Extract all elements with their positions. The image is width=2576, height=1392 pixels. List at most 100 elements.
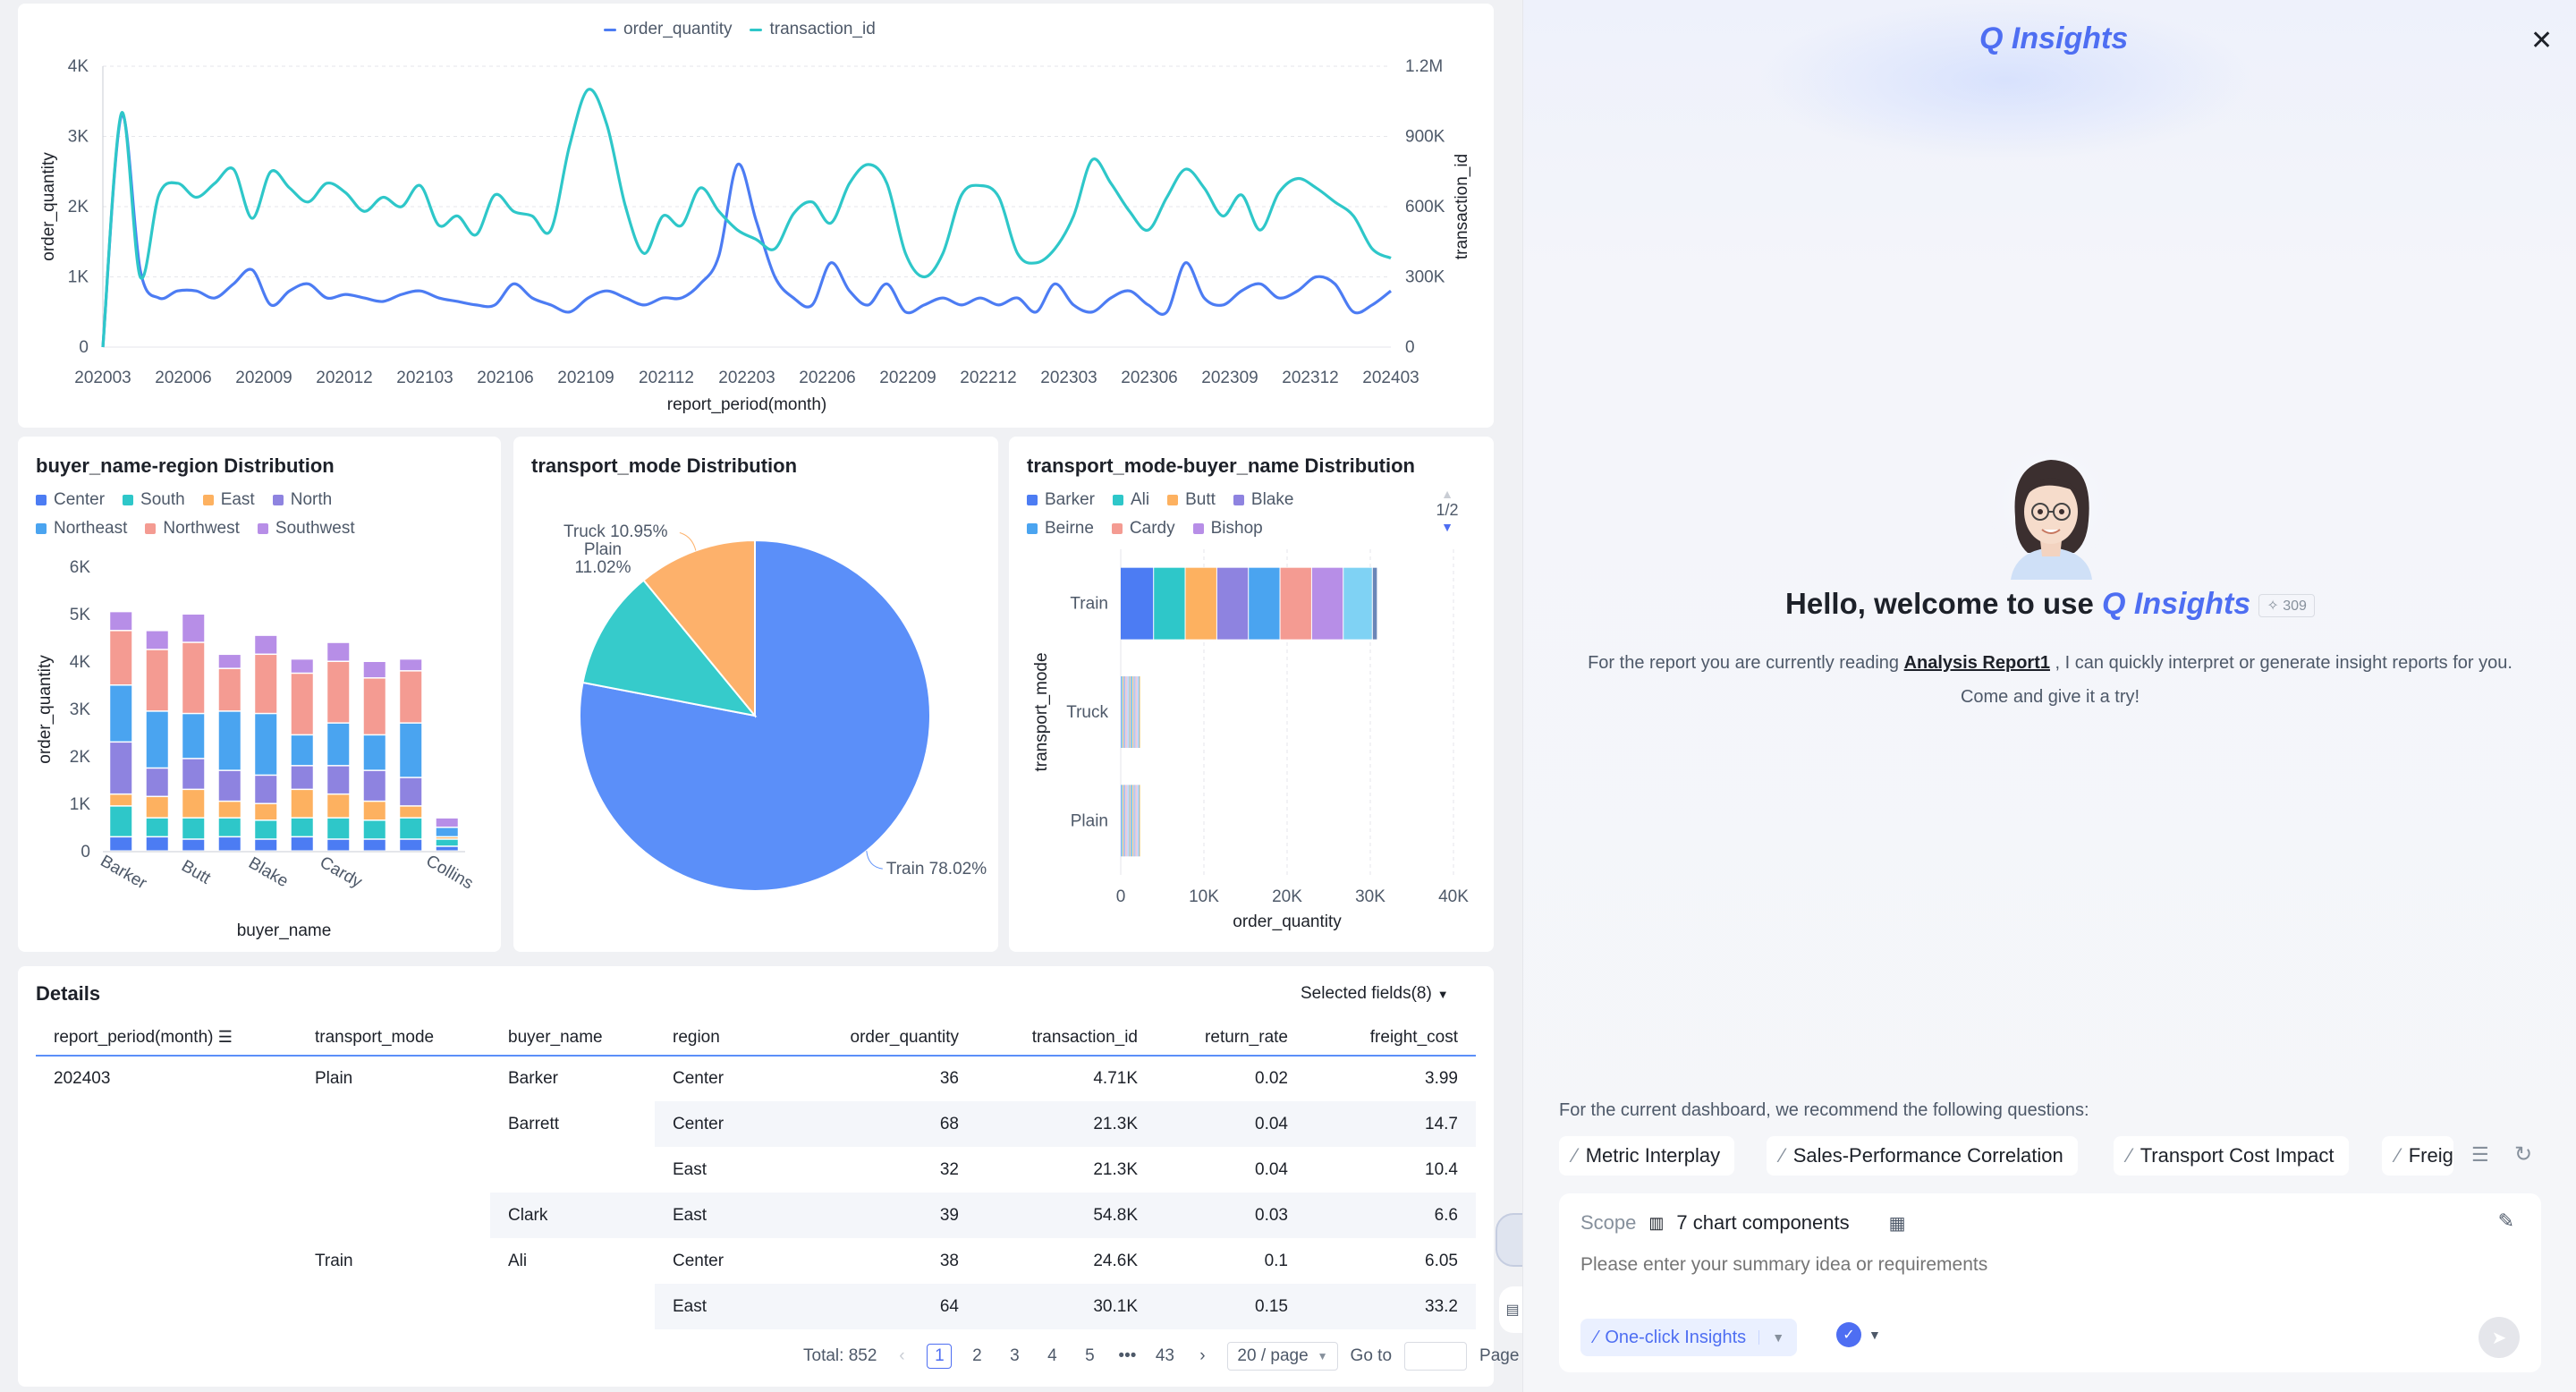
bar-segment (110, 837, 132, 851)
list-icon[interactable]: ☰ (2471, 1143, 2489, 1166)
legend-item[interactable]: Center (36, 490, 105, 510)
column-header[interactable]: order_quantity (798, 1020, 977, 1057)
page-ellipsis[interactable]: ••• (1118, 1346, 1137, 1365)
sort-icon[interactable]: ☰ (217, 1027, 233, 1046)
bar-segment (182, 839, 205, 851)
bar-segment (291, 790, 313, 818)
report-link[interactable]: Analysis Report1 (1903, 653, 2050, 673)
bar-segment (1134, 785, 1136, 857)
table-row[interactable]: East 64 30.1K 0.15 33.2 (36, 1284, 1476, 1329)
column-header[interactable]: transaction_id (977, 1020, 1156, 1057)
legend-item-order-quantity[interactable]: order_quantity (604, 20, 732, 39)
legend-item[interactable]: North (272, 490, 333, 510)
legend-item[interactable]: South (123, 490, 185, 510)
bar-segment (1343, 567, 1372, 640)
welcome-brand: Q Insights (2101, 587, 2251, 621)
bar-segment (1125, 676, 1127, 748)
page-button[interactable]: 1 (927, 1344, 953, 1369)
legend-item[interactable]: Blake (1233, 490, 1293, 510)
refresh-icon[interactable]: ↻ (2514, 1142, 2533, 1167)
bar-segment (363, 820, 386, 839)
legend-item[interactable]: Northeast (36, 519, 127, 539)
column-header[interactable]: transport_mode (297, 1020, 490, 1057)
bar-segment (146, 768, 168, 796)
table-row[interactable]: Train Ali Center 38 24.6K 0.1 6.05 (315, 1251, 1458, 1270)
send-button[interactable]: ➤ (2479, 1317, 2520, 1358)
page-button[interactable]: 2 (972, 1346, 982, 1365)
bar-segment (400, 806, 422, 818)
table-row[interactable]: 202403 Plain Barker Center 36 4.71K 0.02 3.99 (54, 1069, 1458, 1088)
column-header[interactable]: report_period(month) ☰ (36, 1020, 297, 1057)
scope-row[interactable]: Scope ▥ 7 chart components ▦ (1580, 1211, 1906, 1235)
bar-segment (1131, 676, 1132, 748)
chevron-down-icon[interactable]: ▼ (1758, 1330, 1797, 1345)
hbar-chart-title: transport_mode-buyer_name Distribution (1027, 454, 1415, 477)
sparkle-icon: ⁄ (1595, 1327, 1598, 1347)
legend-item-transaction-id[interactable]: transaction_id (750, 20, 876, 39)
page-button[interactable]: 3 (1010, 1346, 1020, 1365)
suggestion-chip-metric-interplay[interactable]: ⁄ Metric Interplay (1559, 1136, 1735, 1176)
legend-swatch (145, 523, 157, 534)
prev-page-icon[interactable]: ‹ (899, 1346, 905, 1365)
bar-segment (436, 846, 458, 851)
legend-next-icon[interactable]: ▼ (1441, 520, 1453, 534)
bar-segment (291, 735, 313, 766)
goto-page-input[interactable] (1404, 1342, 1468, 1371)
bar-segment (218, 837, 241, 851)
bar-segment (1128, 676, 1130, 748)
legend-item[interactable]: Southwest (257, 519, 355, 539)
next-page-icon[interactable]: › (1199, 1346, 1206, 1365)
page-button[interactable]: 43 (1155, 1346, 1174, 1365)
bar-segment (1121, 567, 1154, 640)
page-size-select[interactable]: 20 / page ▼ (1227, 1342, 1338, 1371)
legend-item[interactable]: Cardy (1111, 519, 1175, 539)
y-tick-label: 0 (80, 843, 90, 862)
bar-segment (182, 759, 205, 789)
page-button[interactable]: 4 (1047, 1346, 1057, 1365)
column-header[interactable]: freight_cost (1306, 1020, 1476, 1057)
table-row[interactable]: Clark East 39 54.8K 0.03 6.6 (36, 1193, 1476, 1238)
close-icon[interactable]: ✕ (2530, 26, 2554, 55)
x-tick-label: 202212 (960, 369, 1016, 387)
column-header[interactable]: buyer_name (490, 1020, 655, 1057)
bar-segment (400, 659, 422, 671)
bar-segment (1123, 676, 1124, 748)
one-click-insights-button[interactable]: ⁄ One-click Insights ▼ (1580, 1319, 1798, 1356)
table-row[interactable]: East 32 21.3K 0.04 10.4 (673, 1159, 1458, 1179)
legend-item[interactable]: Butt (1167, 490, 1216, 510)
legend-label: Center (54, 490, 106, 509)
table-icon[interactable]: ▦ (1888, 1213, 1906, 1234)
legend-label: North (290, 490, 333, 509)
column-header[interactable]: region (655, 1020, 798, 1057)
x-tick-label: 202312 (1282, 369, 1338, 387)
legend-item[interactable]: Northwest (145, 519, 240, 539)
legend-item[interactable]: Beirne (1027, 519, 1094, 539)
table-row[interactable]: Barrett Center 68 21.3K 0.04 14.7 (36, 1101, 1476, 1147)
bar-segment (1131, 785, 1132, 857)
column-header[interactable]: return_rate (1156, 1020, 1306, 1057)
selected-fields-dropdown[interactable]: Selected fields(8) ▼ (1301, 984, 1449, 1004)
y-tick-label: 1K (70, 795, 91, 814)
expand-panel-icon[interactable]: ▤ (1499, 1286, 1526, 1333)
legend-pager[interactable]: ▲ 1/2 ▼ (1429, 487, 1465, 534)
legend-item[interactable]: Ali (1112, 490, 1149, 510)
x-tick-label: 202109 (557, 369, 614, 387)
clear-edit-icon[interactable]: ✎ (2497, 1210, 2514, 1232)
suggestion-chip-transport-cost[interactable]: ⁄ Transport Cost Impact (2114, 1136, 2349, 1176)
x-tick-label: 10K (1189, 887, 1219, 906)
legend-item[interactable]: Bishop (1192, 519, 1263, 539)
suggestion-chip-freight[interactable]: ⁄ Freig (2382, 1136, 2453, 1176)
legend-prev-icon[interactable]: ▲ (1441, 487, 1453, 501)
suggestion-chip-sales-correlation[interactable]: ⁄ Sales-Performance Correlation (1767, 1136, 2078, 1176)
legend-label: South (140, 490, 185, 509)
legend-item[interactable]: East (202, 490, 255, 510)
y-tick-label: 0 (79, 338, 89, 357)
insights-panel: Q Insights ✕ Hello, welcome to use Q Ins… (1522, 0, 2576, 1392)
legend-item[interactable]: Barker (1027, 490, 1095, 510)
model-select[interactable]: ✓ ▼ (1836, 1322, 1881, 1347)
y-tick-label: 5K (70, 606, 91, 624)
summary-input[interactable] (1580, 1247, 2511, 1283)
usage-badge: ✧ 309 (2258, 594, 2315, 618)
bar-segment (1139, 676, 1140, 748)
page-button[interactable]: 5 (1085, 1346, 1095, 1365)
